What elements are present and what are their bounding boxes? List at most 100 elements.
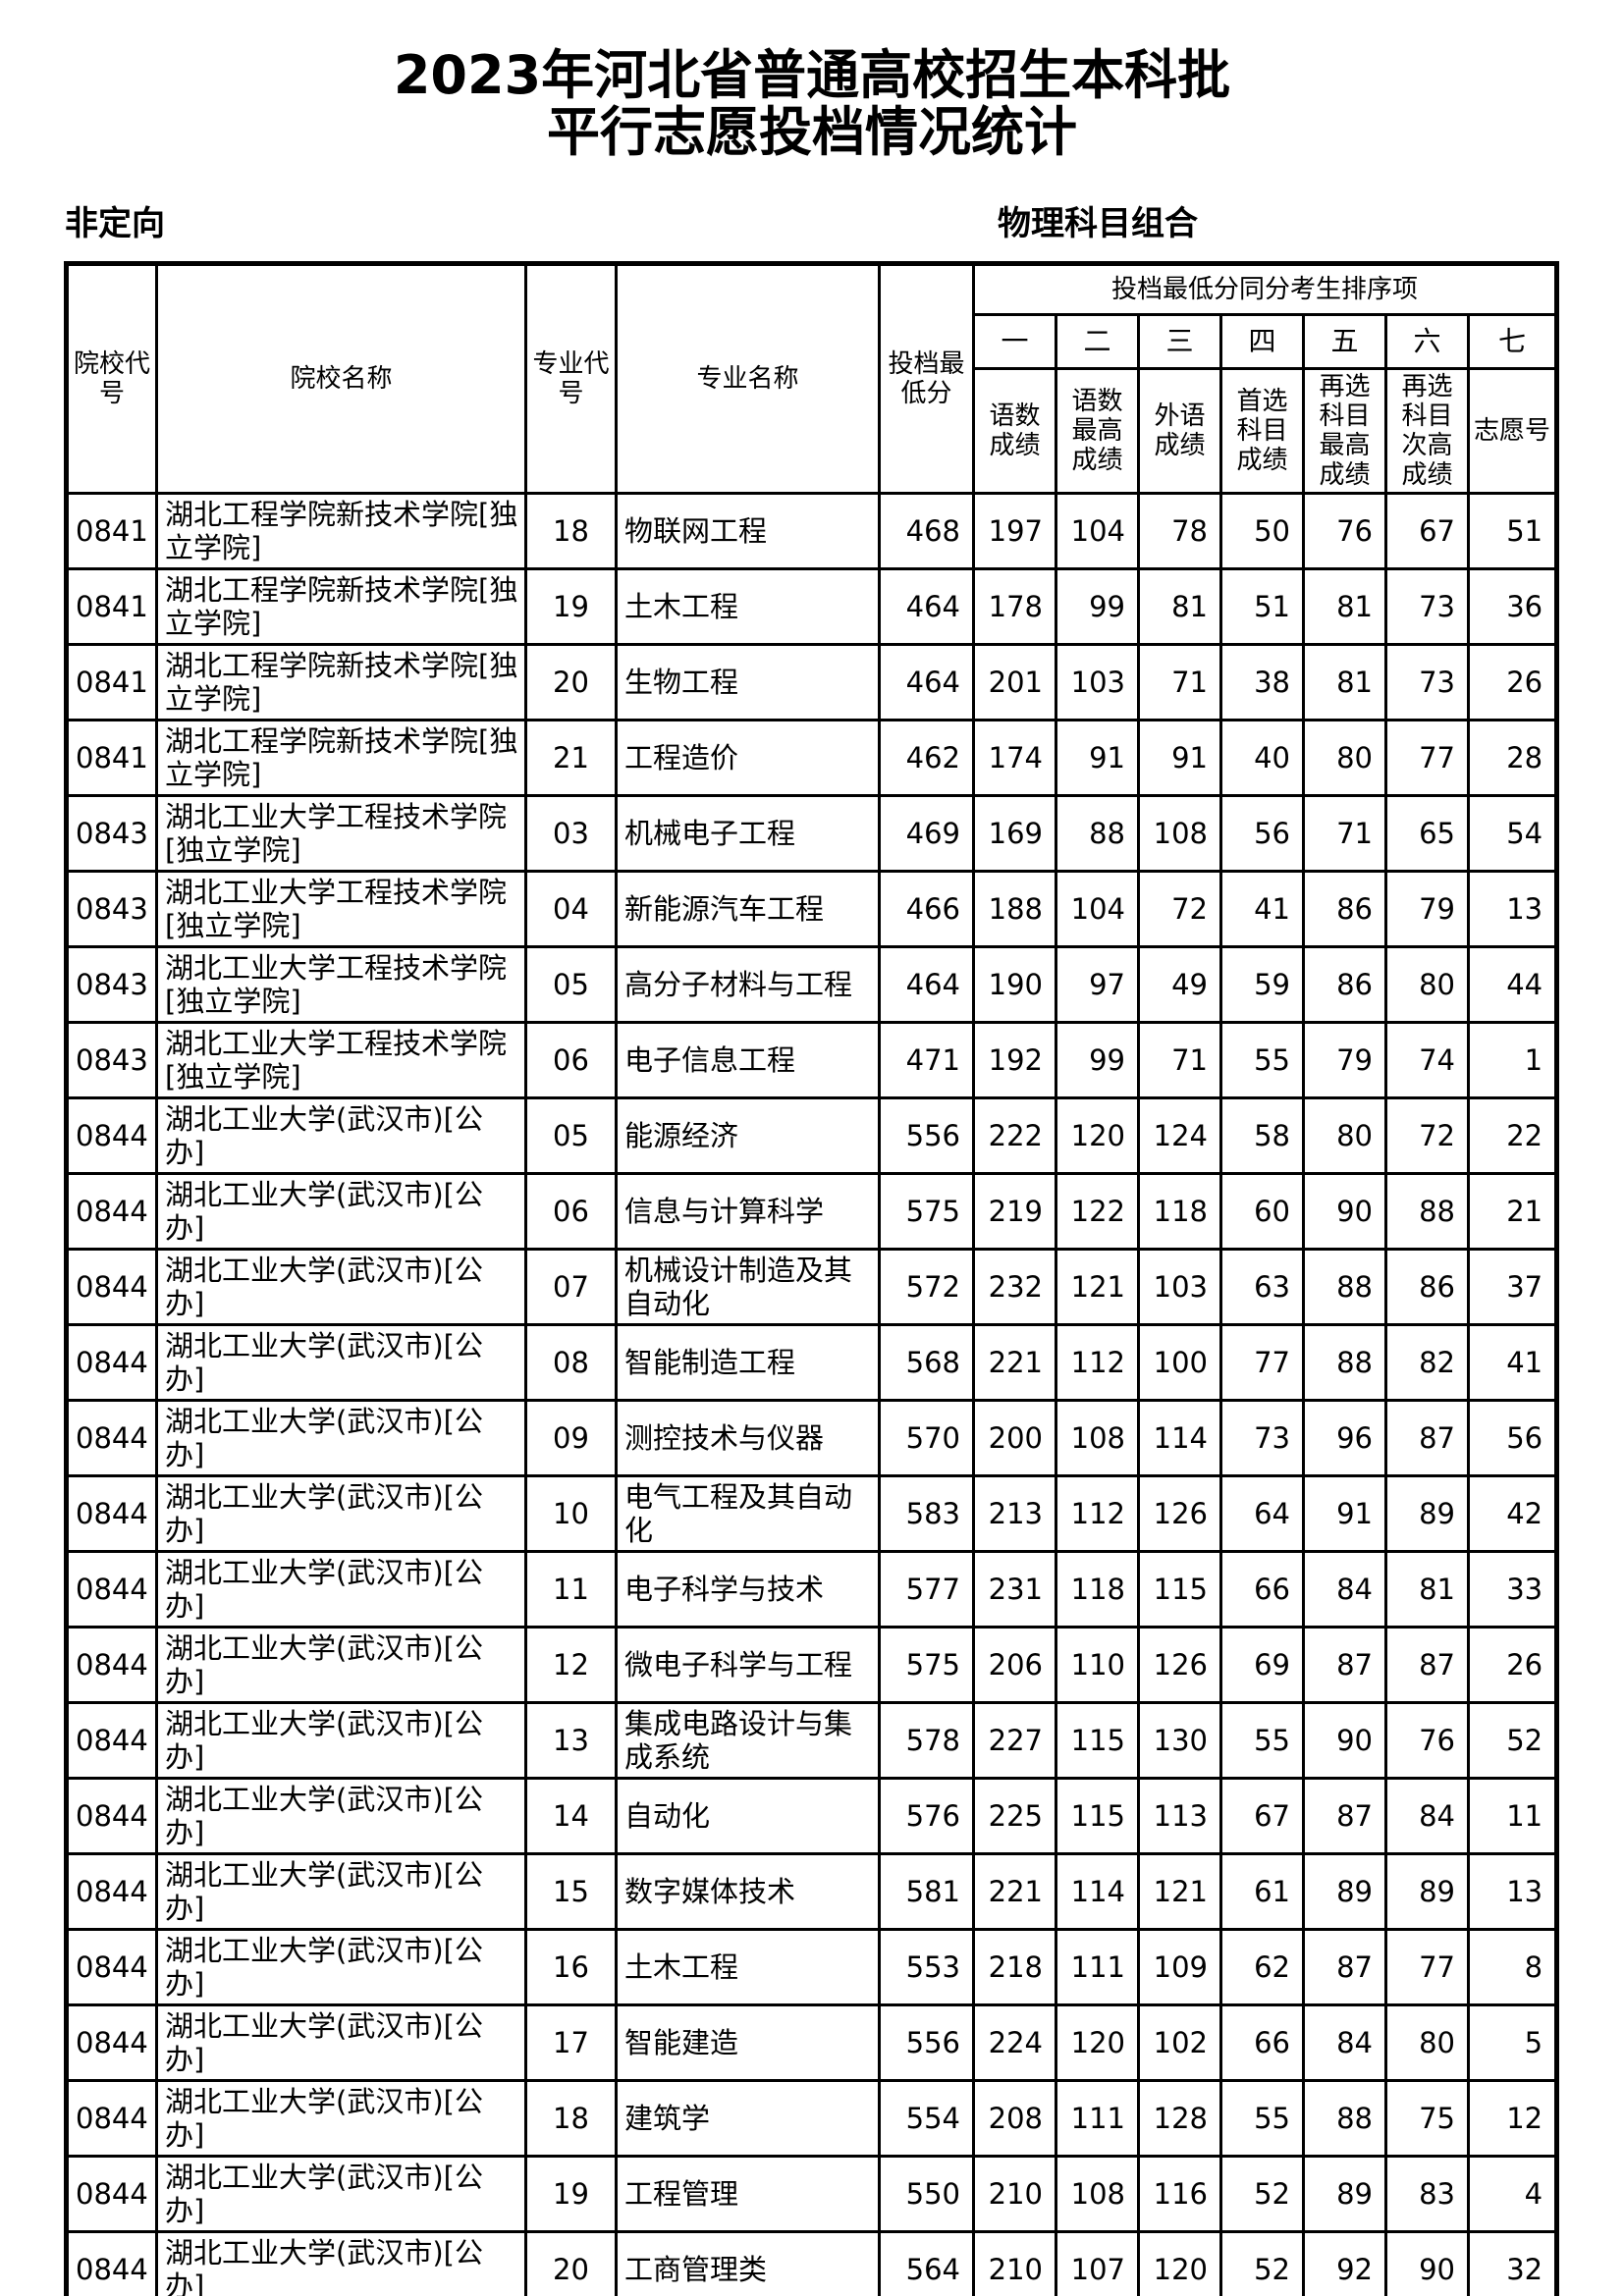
cell-major-name: 工程管理 [615, 2155, 881, 2233]
cell-tiebreak-score-6: 86 [1384, 1248, 1470, 1326]
cell-tiebreak-score-7: 33 [1466, 1550, 1559, 1629]
header-row-tiebreak-numbers: 一 二 三 四 五 六 七 [67, 313, 1559, 370]
cell-tiebreak-score-2: 104 [1055, 492, 1140, 570]
cell-tiebreak-score-4: 38 [1219, 643, 1305, 721]
cell-tiebreak-score-2: 111 [1055, 1928, 1140, 2006]
header-tiebreak-num-1: 一 [972, 313, 1057, 370]
cell-college-name: 湖北工业大学(武汉市)[公办] [155, 1626, 527, 1704]
header-tiebreak-label-5: 再选科目最高成绩 [1302, 367, 1387, 495]
cell-tiebreak-score-6: 89 [1384, 1474, 1470, 1553]
section-label-physics-combo: 物理科目组合 [998, 204, 1198, 243]
cell-min-score: 576 [878, 1777, 975, 1855]
cell-tiebreak-score-7: 5 [1466, 2003, 1559, 2082]
admission-stats-table: 院校代号 院校名称 专业代号 专业名称 投档最低分 投档最低分同分考生排序项 一… [64, 261, 1560, 2296]
cell-tiebreak-score-2: 99 [1055, 1021, 1140, 1099]
cell-tiebreak-score-2: 112 [1055, 1474, 1140, 1553]
cell-tiebreak-score-3: 126 [1137, 1626, 1222, 1704]
cell-tiebreak-score-5: 84 [1302, 1550, 1387, 1629]
cell-tiebreak-score-5: 81 [1302, 567, 1387, 646]
cell-min-score: 577 [878, 1550, 975, 1629]
cell-tiebreak-score-5: 80 [1302, 1096, 1387, 1175]
cell-tiebreak-score-5: 80 [1302, 719, 1387, 797]
cell-tiebreak-score-2: 111 [1055, 2079, 1140, 2158]
cell-min-score: 550 [878, 2155, 975, 2233]
header-min-score: 投档最低分 [878, 262, 975, 495]
cell-tiebreak-score-7: 22 [1466, 1096, 1559, 1175]
cell-tiebreak-score-7: 13 [1466, 870, 1559, 948]
cell-major-name: 工程造价 [615, 719, 881, 797]
cell-tiebreak-score-1: 231 [972, 1550, 1057, 1629]
cell-college-name: 湖北工业大学工程技术学院[独立学院] [155, 794, 527, 873]
cell-major-code: 11 [524, 1550, 618, 1629]
cell-college-code: 0843 [65, 945, 158, 1024]
cell-tiebreak-score-7: 36 [1466, 567, 1559, 646]
cell-min-score: 464 [878, 945, 975, 1024]
table-row: 0841 湖北工程学院新技术学院[独立学院] 20 生物工程 464 201 103 71 38… [65, 643, 1559, 721]
cell-tiebreak-score-1: 221 [972, 1852, 1057, 1931]
cell-tiebreak-score-1: 224 [972, 2003, 1057, 2082]
cell-tiebreak-score-6: 75 [1384, 2079, 1470, 2158]
cell-college-code: 0843 [65, 1021, 158, 1099]
title-line-1: 2023年河北省普通高校招生本科批 [393, 44, 1231, 106]
cell-tiebreak-score-7: 8 [1466, 1928, 1559, 2006]
table-row: 0844 湖北工业大学(武汉市)[公办] 15 数字媒体技术 581 221 114 121 6… [65, 1852, 1559, 1931]
cell-major-name: 智能制造工程 [615, 1323, 881, 1402]
header-tiebreak-num-5: 五 [1302, 313, 1387, 370]
header-tiebreak-label-7: 志愿号 [1466, 367, 1559, 495]
cell-tiebreak-score-2: 103 [1055, 643, 1140, 721]
cell-tiebreak-score-6: 73 [1384, 567, 1470, 646]
cell-college-name: 湖北工业大学(武汉市)[公办] [155, 1701, 527, 1780]
cell-tiebreak-score-5: 89 [1302, 1852, 1387, 1931]
cell-major-code: 07 [524, 1248, 618, 1326]
cell-tiebreak-score-7: 28 [1466, 719, 1559, 797]
cell-tiebreak-score-6: 76 [1384, 1701, 1470, 1780]
cell-college-code: 0844 [65, 1777, 158, 1855]
cell-major-code: 20 [524, 2230, 618, 2296]
cell-min-score: 572 [878, 1248, 975, 1326]
cell-major-code: 16 [524, 1928, 618, 2006]
cell-tiebreak-score-6: 88 [1384, 1172, 1470, 1251]
table-row: 0844 湖北工业大学(武汉市)[公办] 20 工商管理类 564 210 107 120 52… [65, 2230, 1559, 2296]
cell-tiebreak-score-3: 78 [1137, 492, 1222, 570]
cell-tiebreak-score-3: 71 [1137, 1021, 1222, 1099]
header-tiebreak-group: 投档最低分同分考生排序项 [971, 262, 1559, 316]
cell-tiebreak-score-1: 221 [972, 1323, 1057, 1402]
cell-college-name: 湖北工业大学(武汉市)[公办] [155, 1852, 527, 1931]
cell-tiebreak-score-2: 122 [1055, 1172, 1140, 1251]
cell-tiebreak-score-4: 52 [1219, 2155, 1305, 2233]
cell-tiebreak-score-4: 41 [1219, 870, 1305, 948]
cell-tiebreak-score-2: 115 [1055, 1701, 1140, 1780]
cell-tiebreak-score-6: 87 [1384, 1399, 1470, 1477]
cell-tiebreak-score-4: 60 [1219, 1172, 1305, 1251]
cell-tiebreak-score-2: 108 [1055, 2155, 1140, 2233]
table-row: 0844 湖北工业大学(武汉市)[公办] 08 智能制造工程 568 221 112 100 7… [65, 1323, 1559, 1402]
table-row: 0844 湖北工业大学(武汉市)[公办] 19 工程管理 550 210 108 116 52 8… [65, 2155, 1559, 2233]
cell-min-score: 556 [878, 2003, 975, 2082]
cell-tiebreak-score-1: 225 [972, 1777, 1057, 1855]
cell-tiebreak-score-6: 74 [1384, 1021, 1470, 1099]
cell-tiebreak-score-1: 222 [972, 1096, 1057, 1175]
cell-tiebreak-score-4: 58 [1219, 1096, 1305, 1175]
cell-tiebreak-score-4: 66 [1219, 1550, 1305, 1629]
header-row-top: 院校代号 院校名称 专业代号 专业名称 投档最低分 投档最低分同分考生排序项 [65, 262, 1559, 495]
cell-tiebreak-score-1: 192 [972, 1021, 1057, 1099]
table-row: 0844 湖北工业大学(武汉市)[公办] 05 能源经济 556 222 120 124 58 8… [65, 1096, 1559, 1175]
cell-min-score: 553 [878, 1928, 975, 2006]
cell-tiebreak-score-7: 51 [1466, 492, 1559, 570]
cell-tiebreak-score-7: 41 [1466, 1323, 1559, 1402]
cell-tiebreak-score-3: 91 [1137, 719, 1222, 797]
cell-tiebreak-score-1: 197 [972, 492, 1057, 570]
cell-tiebreak-score-7: 13 [1466, 1852, 1559, 1931]
cell-major-name: 电子信息工程 [615, 1021, 881, 1099]
cell-tiebreak-score-1: 219 [972, 1172, 1057, 1251]
cell-tiebreak-score-3: 72 [1137, 870, 1222, 948]
cell-college-name: 湖北工程学院新技术学院[独立学院] [155, 719, 527, 797]
cell-college-code: 0843 [65, 870, 158, 948]
cell-major-name: 能源经济 [615, 1096, 881, 1175]
cell-tiebreak-score-6: 90 [1384, 2230, 1470, 2296]
cell-tiebreak-score-5: 87 [1302, 1626, 1387, 1704]
cell-college-name: 湖北工业大学(武汉市)[公办] [155, 2003, 527, 2082]
cell-college-code: 0844 [65, 1096, 158, 1175]
cell-tiebreak-score-1: 227 [972, 1701, 1057, 1780]
cell-college-name: 湖北工业大学(武汉市)[公办] [155, 1550, 527, 1629]
